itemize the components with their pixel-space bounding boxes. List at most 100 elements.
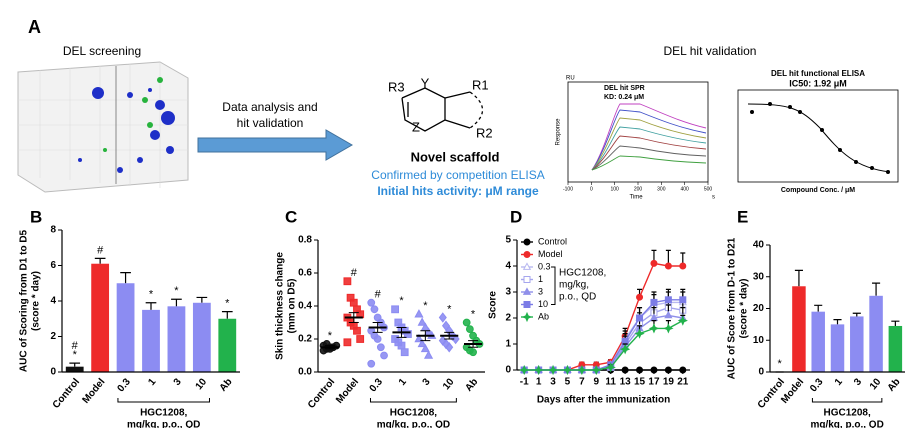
data-point: [420, 343, 430, 353]
error-bar: [872, 282, 881, 296]
x-tick-label: 1: [536, 377, 542, 388]
bar: [830, 324, 845, 372]
marker: [636, 366, 644, 374]
error-bar: [324, 345, 335, 350]
x-tick-label: 19: [663, 377, 675, 388]
x-tick-label: 3: [550, 377, 556, 388]
error-bar: [420, 330, 431, 342]
marker: [634, 328, 645, 339]
data-point: [373, 335, 382, 343]
y-tick-label: 2: [505, 313, 511, 324]
del-3d-plot: [17, 61, 189, 193]
error-bar: [221, 311, 233, 319]
x-tick-label: Ab: [886, 377, 903, 394]
bar: [218, 318, 237, 372]
error-bar: [444, 331, 455, 340]
arrow: [197, 129, 354, 161]
scaffold-line: Initial hits activity: μM range: [377, 184, 539, 198]
data-point: [462, 318, 471, 327]
data-point: [417, 338, 427, 348]
legend-group-label: mg/kg,: [559, 280, 589, 291]
atom: Z: [412, 119, 420, 134]
x-tick-label: 17: [648, 377, 660, 388]
y-tick-label: 40: [753, 240, 765, 251]
group-bracket: [117, 398, 210, 403]
error-bar: [891, 320, 900, 326]
screening-title: DEL screening: [63, 44, 141, 58]
data-point: [356, 335, 365, 343]
marker: [679, 262, 687, 270]
annotation: #: [97, 244, 104, 256]
annotation: *: [149, 289, 154, 301]
data-point: [438, 312, 447, 323]
y-tick-label: 0.8: [298, 235, 312, 246]
atom: Y: [421, 75, 430, 90]
x-tick-label: 1: [397, 376, 409, 388]
marker: [677, 315, 688, 326]
marker: [576, 364, 588, 376]
marker: [619, 344, 631, 355]
legend-marker: [522, 287, 532, 295]
data-point: [451, 333, 460, 345]
data-point: [465, 325, 474, 334]
y-axis-label: Skin thickness change: [275, 252, 286, 360]
marker: [650, 259, 658, 267]
spr-tick-label: 500: [704, 186, 713, 192]
marker: [562, 364, 573, 376]
annotation: #: [72, 340, 79, 352]
data-point: [423, 350, 434, 359]
data-point: [367, 359, 376, 368]
y-tick-label: 0.6: [298, 268, 312, 279]
y-tick-label: 0: [505, 365, 511, 376]
y-tick-label: 30: [753, 271, 765, 282]
marker: [664, 366, 672, 374]
bar: [888, 325, 903, 372]
x-tick-label: Model: [80, 376, 107, 405]
marker: [664, 296, 672, 304]
y-tick-label: 5: [505, 235, 511, 246]
legend-marker: [522, 262, 532, 270]
spr-tick-label: 0: [590, 186, 593, 192]
y-axis-label: Score: [488, 291, 499, 319]
y-tick-label: 2: [50, 331, 56, 342]
x-tick-label: 10: [441, 376, 457, 392]
x-axis-label: Days after the immunization: [537, 395, 670, 406]
data-point: [400, 348, 409, 357]
legend-label: Model: [538, 249, 563, 259]
error-bar: [396, 326, 407, 338]
legend-marker: [523, 276, 531, 283]
scaffold-structure: [401, 87, 484, 132]
data-point: [414, 333, 424, 343]
bar: [65, 366, 84, 372]
spr-tick-label: 100: [610, 186, 619, 192]
atom: R2: [476, 125, 493, 140]
data-point: [343, 277, 352, 286]
bar: [192, 302, 211, 372]
marker: [650, 298, 658, 306]
x-tick-label: Control: [51, 376, 82, 410]
data-point: [404, 330, 412, 338]
x-tick-label: 9: [594, 377, 600, 388]
bar: [811, 311, 825, 372]
panel-label: E: [737, 207, 748, 226]
error-bar: [468, 340, 479, 348]
legend-marker: [523, 301, 531, 308]
x-tick-label: 0.3: [368, 376, 386, 394]
error-bar: [94, 257, 106, 264]
data-point: [397, 341, 406, 350]
error-bar: [348, 312, 359, 323]
error-bar: [120, 272, 131, 284]
x-tick-label: 3: [421, 376, 433, 388]
atom: R1: [472, 77, 489, 92]
spr-ylabel: Response: [556, 118, 562, 146]
bar: [792, 286, 806, 372]
spr-title: DEL hit SPR: [604, 85, 645, 92]
error-bar: [171, 298, 182, 307]
legend-marker: [523, 251, 531, 258]
y-tick-label: 4: [505, 261, 511, 272]
bar: [142, 309, 160, 372]
spr-tick-label: 200: [634, 186, 643, 192]
error-bar: [69, 362, 81, 367]
error-bar: [794, 269, 803, 287]
scaffold-title: Novel scaffold: [411, 149, 500, 164]
